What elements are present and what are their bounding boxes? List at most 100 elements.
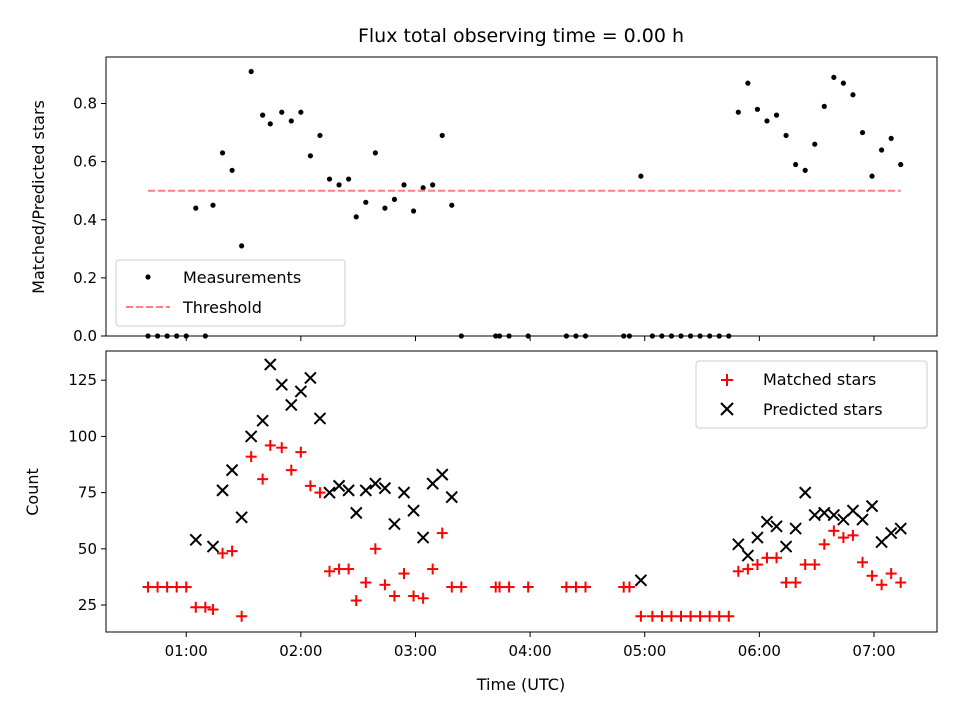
- legend-label-matched-stars: Matched stars: [763, 370, 876, 389]
- matched-stars-point: [713, 610, 725, 622]
- predicted-stars-point: [818, 506, 831, 520]
- top-plot-frame: [105, 56, 938, 337]
- predicted-stars-point: [397, 486, 411, 499]
- measurements-point: [525, 333, 531, 339]
- predicted-stars-point: [894, 522, 907, 535]
- matched-stars-point: [579, 581, 591, 593]
- measurements-point: [154, 333, 161, 339]
- matched-stars-point: [455, 581, 467, 593]
- predicted-stars-point: [285, 398, 298, 412]
- bottom-x-ticks: 01:00 02:00 03:00 04:00 05:00 06:00 07:00: [165, 632, 896, 660]
- bottom-legend: Matched stars Predicted stars: [695, 360, 928, 429]
- measurements-point: [821, 103, 827, 110]
- top-y-tick-label: 0.8: [73, 95, 97, 113]
- predicted-stars-point: [359, 484, 373, 497]
- matched-stars-point: [295, 446, 307, 458]
- matched-stars-point: [847, 529, 859, 541]
- measurements-point: [363, 199, 369, 205]
- measurements-point: [164, 333, 170, 339]
- matched-stars-point: [264, 439, 276, 451]
- bottom-x-axis-label: Time (UTC): [476, 675, 565, 694]
- matched-stars-point: [675, 610, 687, 622]
- matched-stars-point: [314, 487, 326, 499]
- measurements-point: [307, 153, 314, 159]
- measurements-point: [288, 118, 294, 124]
- measurements-point: [326, 176, 333, 182]
- measurements-point: [145, 333, 151, 339]
- bottom-plot-area: [142, 358, 907, 622]
- matched-stars-point: [408, 590, 420, 602]
- matched-stars-point: [360, 577, 372, 589]
- matched-stars-point: [876, 579, 888, 591]
- matched-stars-point: [257, 473, 269, 485]
- matched-stars-point: [304, 480, 316, 492]
- measurements-point: [582, 333, 589, 339]
- bottom-panel: 25 50 75 100 125 01:00 02:00 03:00 04:00 05:00 06…: [23, 350, 938, 694]
- top-y-tick-label: 0.0: [73, 327, 97, 345]
- measurements-point: [773, 112, 780, 118]
- matched-stars-point: [350, 595, 362, 607]
- matched-stars-point: [436, 527, 448, 539]
- measurements-point: [707, 333, 713, 339]
- matched-stars-point: [560, 581, 572, 593]
- matched-stars-point: [570, 581, 582, 593]
- measurements-point: [783, 132, 789, 139]
- measurements-point: [449, 202, 455, 208]
- bottom-y-tick-label: 75: [78, 484, 97, 502]
- predicted-stars-point: [445, 490, 458, 504]
- measurements-point: [353, 214, 359, 220]
- measurements-point: [716, 333, 722, 339]
- predicted-stars-point: [837, 513, 850, 526]
- predicted-stars-point: [741, 549, 755, 562]
- matched-stars-point: [866, 570, 878, 582]
- matched-stars-point: [236, 610, 248, 622]
- matched-stars-point: [837, 532, 849, 544]
- matched-stars-point: [646, 610, 658, 622]
- predicted-stars-point: [751, 531, 764, 544]
- matched-stars-point: [388, 590, 400, 602]
- measurements-point: [678, 333, 684, 339]
- measurements-point: [174, 333, 180, 339]
- measurements-point: [621, 333, 627, 339]
- matched-stars-point: [780, 577, 792, 589]
- predicted-stars-point: [216, 484, 229, 497]
- matched-stars-point: [333, 563, 345, 575]
- matched-stars-point: [828, 525, 840, 537]
- predicted-stars-point: [760, 515, 774, 529]
- matched-stars-point: [665, 610, 677, 622]
- matched-stars-point: [751, 559, 763, 571]
- top-panel: 0.00.20.40.60.8 Matched/Predicted stars …: [29, 56, 938, 345]
- top-legend-box: [115, 259, 346, 327]
- measurements-point: [298, 109, 304, 115]
- matched-stars-point: [809, 559, 821, 571]
- measurements-point: [458, 333, 464, 339]
- matched-stars-point: [704, 610, 716, 622]
- matched-stars-point: [199, 601, 211, 613]
- matched-stars-point: [343, 563, 355, 575]
- matched-stars-point: [245, 451, 257, 463]
- measurements-point: [764, 118, 770, 124]
- matched-stars-point: [494, 581, 506, 593]
- measurements-point: [420, 185, 426, 191]
- matched-stars-point: [446, 581, 458, 593]
- predicted-stars-point: [436, 468, 449, 481]
- predicted-stars-point: [732, 538, 745, 551]
- predicted-stars-point: [350, 506, 363, 520]
- bottom-x-tick-label: 02:00: [279, 642, 322, 660]
- predicted-stars-point: [416, 531, 430, 544]
- matched-stars-point: [190, 601, 202, 613]
- matched-stars-point: [885, 568, 897, 580]
- measurements-point: [506, 333, 512, 339]
- bottom-x-tick-label: 05:00: [623, 642, 666, 660]
- predicted-stars-point: [856, 513, 869, 526]
- legend-label-predicted-stars: Predicted stars: [763, 400, 883, 419]
- measurements-point: [219, 150, 226, 156]
- measurements-point: [745, 80, 751, 86]
- predicted-stars-point: [789, 522, 802, 535]
- measurements-point: [401, 182, 407, 188]
- measurements-point: [831, 74, 837, 80]
- matched-stars-point: [656, 610, 668, 622]
- measurements-point: [410, 208, 417, 214]
- matched-stars-point: [324, 565, 336, 577]
